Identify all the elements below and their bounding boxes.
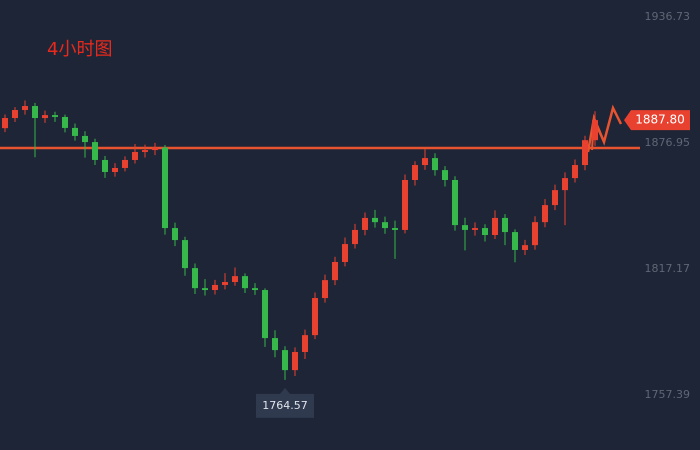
y-tick-label: 1757.39 — [645, 388, 691, 401]
candle-body — [162, 147, 168, 229]
candle-body — [2, 118, 8, 129]
candle-body — [452, 180, 458, 226]
low-marker-label: 1764.57 — [262, 399, 308, 412]
y-tick-label: 1876.95 — [645, 136, 691, 149]
candle-body — [302, 335, 308, 352]
candle-body — [512, 232, 518, 250]
candle-body — [232, 276, 238, 283]
candle-body — [22, 106, 28, 111]
candle-body — [82, 135, 88, 143]
candle-body — [462, 225, 468, 230]
candle-body — [372, 217, 378, 223]
candle-body — [532, 222, 538, 246]
candle-body — [92, 142, 98, 160]
price-tag-label: 1887.80 — [635, 113, 685, 127]
candle-body — [552, 190, 558, 206]
candle-body — [342, 244, 348, 262]
candle-body — [62, 116, 68, 128]
candle-body — [542, 205, 548, 223]
y-tick-label: 1817.17 — [645, 262, 691, 275]
candle-body — [442, 170, 448, 180]
candle-body — [152, 147, 158, 151]
candle-body — [562, 178, 568, 191]
candle-body — [72, 127, 78, 136]
candle-body — [102, 159, 108, 172]
candle-body — [122, 159, 128, 168]
candle-body — [222, 282, 228, 285]
candle-body — [252, 288, 258, 291]
candle-body — [522, 245, 528, 250]
price-tag — [624, 110, 690, 131]
candle-body — [362, 217, 368, 230]
candle-body — [132, 151, 138, 160]
candle-body — [332, 261, 338, 281]
candle-body — [52, 115, 58, 117]
candle-body — [472, 228, 478, 230]
candle-body — [112, 167, 118, 172]
candle-body — [382, 222, 388, 229]
candle-body — [572, 165, 578, 179]
candle-body — [212, 284, 218, 291]
candle-body — [392, 228, 398, 230]
candle-body — [32, 106, 38, 119]
candle-body — [402, 180, 408, 230]
candle-body — [42, 115, 48, 119]
candle-body — [422, 158, 428, 166]
candle-body — [272, 338, 278, 351]
candle-body — [172, 228, 178, 241]
candle-body — [142, 150, 148, 152]
candle-body — [482, 228, 488, 236]
candle-body — [312, 298, 318, 336]
candle-body — [322, 280, 328, 299]
candle-body — [502, 217, 508, 233]
candle-body — [182, 240, 188, 269]
candle-body — [432, 158, 438, 171]
candle-body — [242, 276, 248, 289]
candle-body — [592, 120, 598, 141]
candle-body — [292, 351, 298, 371]
candle-body — [192, 268, 198, 289]
candle-body — [282, 350, 288, 371]
candle-body — [582, 140, 588, 166]
candle-body — [352, 229, 358, 245]
candle-body — [492, 217, 498, 236]
candle-body — [262, 290, 268, 339]
candle-body — [12, 110, 18, 119]
candle-body — [202, 288, 208, 291]
low-marker-box — [256, 387, 314, 418]
y-tick-label: 1936.73 — [645, 10, 691, 23]
candle-body — [412, 165, 418, 180]
chart-title: 4小时图 — [47, 39, 112, 60]
